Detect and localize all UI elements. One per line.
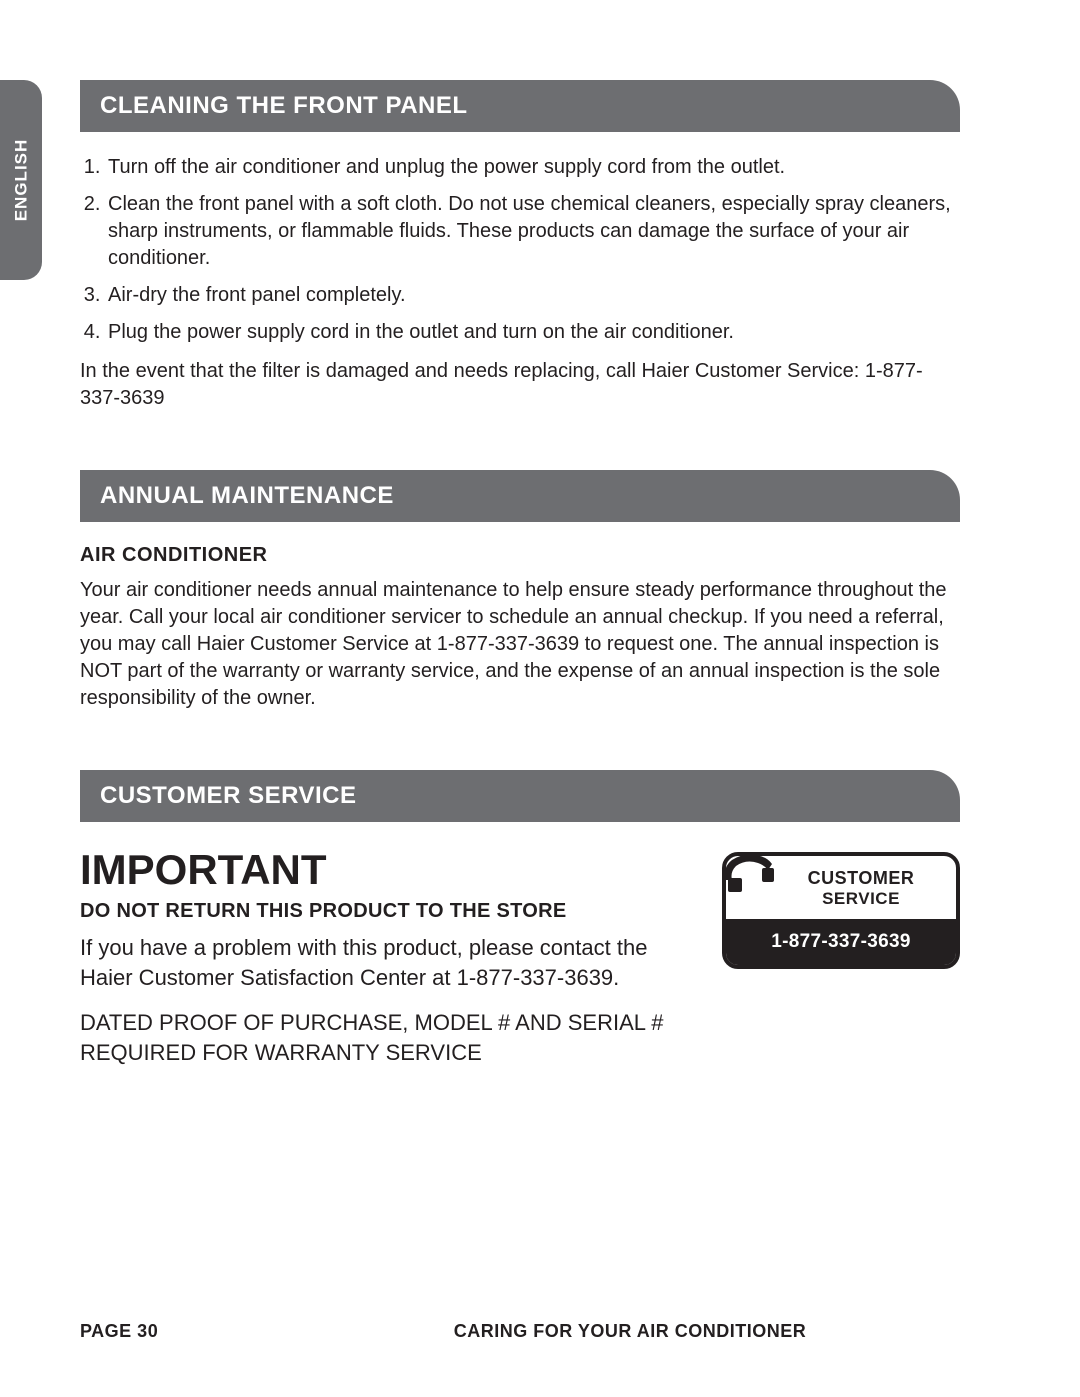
customer-service-row: IMPORTANT DO NOT RETURN THIS PRODUCT TO …: [80, 844, 960, 1068]
footer-section-label: CARING FOR YOUR AIR CONDITIONER: [300, 1321, 960, 1342]
do-not-return-label: DO NOT RETURN THIS PRODUCT TO THE STORE: [80, 900, 692, 923]
badge-line2: SERVICE: [776, 889, 946, 909]
warranty-note: DATED PROOF OF PURCHASE, MODEL # AND SER…: [80, 1008, 692, 1067]
list-item: Clean the front panel with a soft cloth.…: [106, 191, 960, 272]
cleaning-note: In the event that the filter is damaged …: [80, 358, 960, 412]
cleaning-steps-list: Turn off the air conditioner and unplug …: [80, 154, 960, 346]
footer-page-number: PAGE 30: [80, 1321, 300, 1342]
phone-icon: [722, 852, 778, 902]
section-header-customer-service: CUSTOMER SERVICE: [80, 770, 960, 822]
section-title: CUSTOMER SERVICE: [100, 782, 357, 809]
list-item: Air-dry the front panel completely.: [106, 282, 960, 309]
badge-line1: CUSTOMER: [776, 868, 946, 889]
section-header-annual: ANNUAL MAINTENANCE: [80, 470, 960, 522]
page-footer: PAGE 30 CARING FOR YOUR AIR CONDITIONER: [80, 1321, 960, 1342]
section-title: ANNUAL MAINTENANCE: [100, 482, 394, 509]
language-tab: ENGLISH: [0, 80, 42, 280]
badge-phone: 1-877-337-3639: [726, 919, 956, 965]
customer-service-body: If you have a problem with this product,…: [80, 933, 692, 992]
badge-frame: CUSTOMER SERVICE 1-877-337-3639: [722, 852, 960, 969]
badge-top: CUSTOMER SERVICE: [726, 856, 956, 919]
annual-subheading: AIR CONDITIONER: [80, 544, 960, 567]
section-title: CLEANING THE FRONT PANEL: [100, 92, 468, 119]
customer-service-text-col: IMPORTANT DO NOT RETURN THIS PRODUCT TO …: [80, 844, 692, 1068]
annual-body: Your air conditioner needs annual mainte…: [80, 577, 960, 712]
language-tab-label: ENGLISH: [11, 139, 31, 222]
list-item: Turn off the air conditioner and unplug …: [106, 154, 960, 181]
section-header-cleaning: CLEANING THE FRONT PANEL: [80, 80, 960, 132]
customer-service-badge: CUSTOMER SERVICE 1-877-337-3639: [722, 852, 960, 969]
list-item: Plug the power supply cord in the outlet…: [106, 319, 960, 346]
important-label: IMPORTANT: [80, 846, 692, 894]
page-content: CLEANING THE FRONT PANEL Turn off the ai…: [80, 80, 960, 1068]
